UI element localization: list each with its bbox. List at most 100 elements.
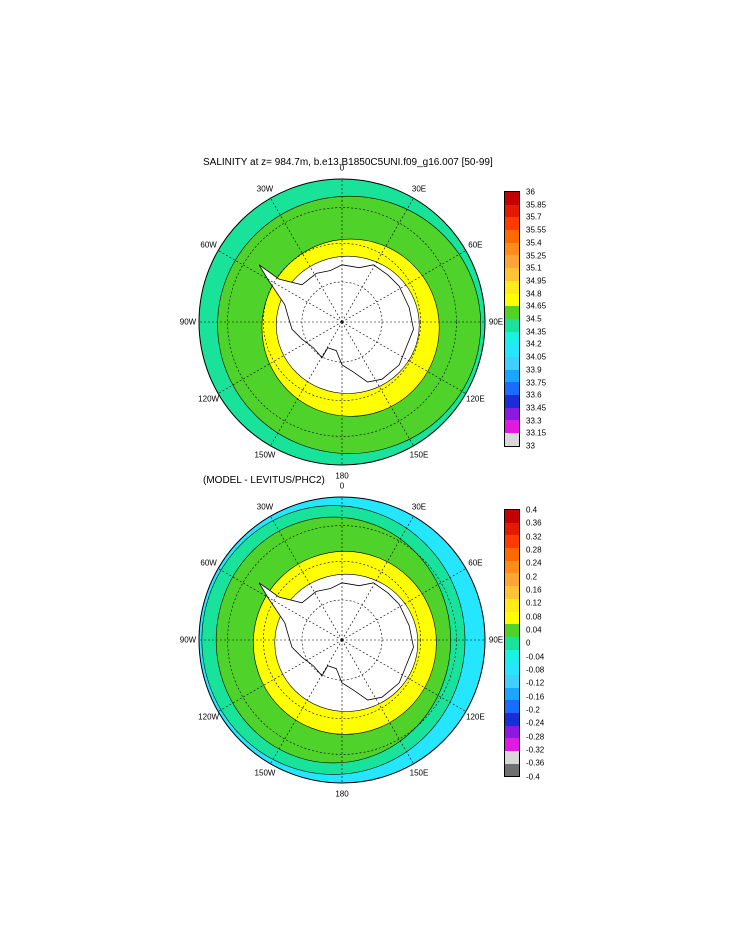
- colorbar-swatch: [505, 395, 519, 408]
- colorbar-label: -0.2: [526, 705, 540, 715]
- colorbar-label: 34.2: [526, 339, 542, 349]
- longitude-label: 60W: [200, 558, 217, 568]
- longitude-label: 120E: [466, 394, 485, 404]
- map-group: [198, 496, 486, 784]
- longitude-label: 180: [335, 471, 349, 481]
- colorbar-label: 34.8: [526, 289, 542, 299]
- colorbar-label: 0.36: [526, 518, 542, 528]
- colorbar-swatch: [505, 510, 519, 523]
- colorbar-swatch: [505, 713, 519, 726]
- colorbar-label: 36: [526, 187, 535, 197]
- colorbar-swatch: [505, 586, 519, 599]
- map-border: [198, 496, 486, 784]
- colorbar-swatch: [505, 217, 519, 231]
- colorbar-swatch: [505, 293, 519, 307]
- colorbar-swatch: [505, 573, 519, 587]
- colorbar-label: 0.04: [526, 625, 542, 635]
- colorbar-swatch: [505, 407, 519, 421]
- colorbar-swatch: [505, 420, 519, 434]
- colorbar-swatch: [505, 535, 519, 549]
- colorbar-label: 35.7: [526, 212, 542, 222]
- colorbar-swatch: [505, 738, 519, 752]
- colorbar-label: 34.95: [526, 276, 547, 286]
- longitude-label: 30E: [411, 502, 427, 512]
- colorbar-swatch: [505, 624, 519, 637]
- colorbar-label: 33.45: [526, 403, 547, 413]
- colorbar-swatch: [505, 255, 519, 269]
- longitude-label: 30E: [411, 184, 427, 194]
- colorbar-swatch: [505, 763, 519, 777]
- colorbar-swatch: [505, 725, 519, 739]
- colorbar-swatch: [505, 204, 519, 218]
- colorbar-swatch: [505, 344, 519, 357]
- longitude-label: 90E: [488, 635, 504, 645]
- colorbar-label: 34.05: [526, 352, 547, 362]
- longitude-label: 60E: [468, 558, 483, 568]
- latitude-circle: [227, 525, 457, 755]
- colorbar-label: 0.12: [526, 598, 542, 608]
- colorbar-label: 34.5: [526, 314, 542, 324]
- longitude-label: 150W: [254, 450, 276, 460]
- colorbar-swatch: [505, 356, 519, 370]
- colorbar-swatch: [505, 369, 519, 383]
- colorbar-label: 33.75: [526, 378, 547, 387]
- colorbar-label: 35.25: [526, 251, 547, 260]
- colorbar-label: 33.9: [526, 365, 542, 375]
- colorbar-label: 0.28: [526, 545, 542, 555]
- colorbar-label: 35.55: [526, 225, 547, 235]
- longitude-label: 120W: [198, 394, 220, 404]
- colorbar-swatch: [505, 636, 519, 650]
- colorbar-label: -0.04: [526, 652, 545, 662]
- colorbar-swatch: [505, 280, 519, 294]
- colorbar-label: 35.85: [526, 200, 547, 210]
- longitude-label: 150E: [409, 768, 429, 778]
- colorbar-swatch: [505, 318, 519, 332]
- colorbar-label: 33.3: [526, 416, 542, 426]
- colorbar-label: -0.16: [526, 692, 545, 702]
- colorbar-swatch: [505, 230, 519, 243]
- colorbar-label: 0.32: [526, 532, 542, 542]
- colorbar-label: 0.08: [526, 612, 542, 622]
- colorbar-label: 34.35: [526, 327, 547, 337]
- colorbar-label: 33: [526, 441, 535, 451]
- antarctica-landmass: [258, 264, 414, 383]
- longitude-label: 90E: [488, 317, 504, 327]
- longitude-label: 30W: [256, 184, 274, 194]
- colorbar-label: -0.32: [526, 745, 545, 755]
- colorbar-label: 35.1: [526, 263, 542, 273]
- colorbar-swatch: [505, 242, 519, 256]
- colorbar-swatch: [505, 382, 519, 395]
- longitude-label: 180: [335, 789, 349, 799]
- colorbar-label: 0.4: [526, 505, 538, 515]
- longitude-label: 150W: [254, 768, 276, 778]
- colorbar-swatch: [505, 662, 519, 675]
- colorbar-label: 0.24: [526, 558, 542, 568]
- colorbar-label: 0: [526, 638, 531, 648]
- longitude-label: 150E: [409, 450, 429, 460]
- antarctica-landmass: [258, 582, 414, 701]
- colorbar-swatch: [505, 700, 519, 713]
- colorbar-swatch: [505, 192, 519, 205]
- panel1-title: SALINITY at z= 984.7m, b.e13.B1850C5UNI.…: [203, 157, 493, 168]
- colorbar-swatch: [505, 522, 519, 536]
- colorbar-label: -0.24: [526, 718, 545, 728]
- colorbar-label: -0.08: [526, 665, 545, 675]
- longitude-label: 60W: [200, 240, 217, 250]
- colorbar-swatch: [505, 611, 519, 625]
- colorbar-label: 33.6: [526, 390, 542, 400]
- colorbar-label: 35.4: [526, 238, 542, 248]
- longitude-label: 90W: [179, 317, 197, 327]
- colorbar-swatch: [505, 649, 519, 663]
- longitude-label: 0: [339, 163, 345, 173]
- map-border: [198, 178, 486, 466]
- panel2-colorbar: [504, 509, 520, 778]
- colorbar-label: 33.15: [526, 428, 547, 438]
- colorbar-swatch: [505, 433, 519, 446]
- colorbar-label: -0.4: [526, 772, 540, 782]
- map-group: [198, 178, 486, 466]
- colorbar-label: 34.65: [526, 301, 547, 311]
- panel2-title: (MODEL - LEVITUS/PHC2): [203, 475, 325, 486]
- latitude-circle: [263, 243, 421, 401]
